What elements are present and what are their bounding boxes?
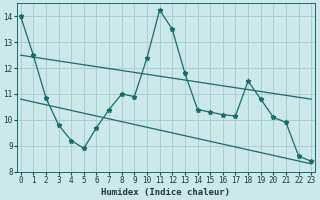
X-axis label: Humidex (Indice chaleur): Humidex (Indice chaleur): [101, 188, 230, 197]
